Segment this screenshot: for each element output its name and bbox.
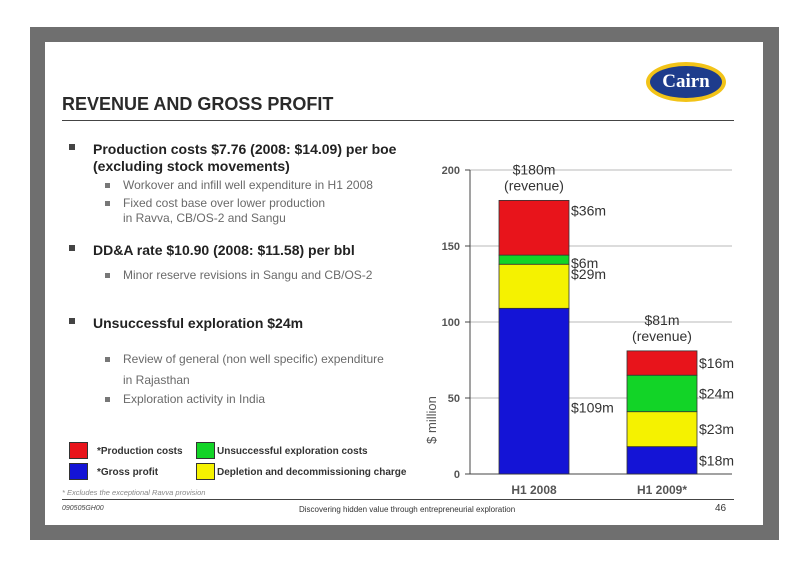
legend-label-unsuccessful-exploration: Unsuccessful exploration costs (217, 446, 368, 457)
bar-data-label: $24m (699, 385, 734, 401)
bullet-text: Production costs $7.76 (2008: $14.09) pe… (93, 141, 397, 157)
bullet-marker-icon (105, 201, 110, 206)
bar-data-label: $109m (571, 399, 614, 415)
bullet-text-line2: in Ravva, CB/OS-2 and Sangu (123, 211, 286, 225)
bullet-text: Review of general (non well specific) ex… (123, 352, 384, 366)
x-category-label: H1 2009* (637, 483, 687, 497)
y-axis-label: $ million (424, 396, 439, 444)
bar-data-label: $16m (699, 355, 734, 371)
bullet-text: Exploration activity in India (123, 392, 266, 406)
bar-segment (498, 254, 570, 265)
bullet-marker-icon (69, 318, 75, 324)
legend-label-production-costs: *Production costs (97, 446, 183, 457)
bullet-marker-icon (105, 183, 110, 188)
bullet-text: Workover and infill well expenditure in … (123, 178, 373, 192)
bullet-marker-icon (69, 144, 75, 150)
footnote: * Excludes the exceptional Ravva provisi… (62, 488, 206, 497)
bar-data-label: $6m (571, 255, 598, 271)
bar-segment (498, 307, 570, 475)
legend-swatch-unsuccessful-exploration (196, 442, 215, 459)
footer-divider (62, 499, 734, 500)
bullet-text-line2: in Rajasthan (123, 373, 190, 387)
y-tick-label: 50 (448, 393, 460, 405)
bullet-text: DD&A rate $10.90 (2008: $11.58) per bbl (93, 242, 355, 258)
bar-segment (626, 374, 698, 413)
y-tick-label: 100 (442, 317, 460, 329)
total-sub-label: (revenue) (504, 177, 564, 193)
bar-segment (626, 411, 698, 448)
document-id: 090505GH00 (62, 505, 104, 512)
bar-data-label: $23m (699, 421, 734, 437)
y-tick-label: 150 (442, 241, 460, 253)
page-number: 46 (715, 503, 727, 514)
cairn-logo-text: Cairn (650, 66, 722, 98)
bar-data-label: $36m (571, 202, 606, 218)
y-tick-label: 0 (454, 469, 460, 481)
bullet-text-line2: (excluding stock movements) (93, 158, 290, 174)
bar-segment (498, 263, 570, 309)
bullet-text: Fixed cost base over lower production (123, 196, 326, 210)
bullet-text: Unsuccessful exploration $24m (93, 315, 304, 331)
legend-swatch-gross-profit (69, 463, 88, 480)
total-label: $81m (644, 312, 679, 328)
bullet-marker-icon (105, 273, 110, 278)
legend-label-gross-profit: *Gross profit (97, 467, 159, 478)
bar-segment (498, 199, 570, 256)
x-category-label: H1 2008 (511, 483, 557, 497)
total-sub-label: (revenue) (632, 328, 692, 344)
bullet-text: Minor reserve revisions in Sangu and CB/… (123, 268, 373, 282)
bullet-marker-icon (105, 357, 110, 362)
slide-title: REVENUE AND GROSS PROFIT (62, 94, 334, 114)
legend-swatch-depletion (196, 463, 215, 480)
legend-swatch-production-costs (69, 442, 88, 459)
bar-data-label: $29m (571, 266, 606, 282)
footer-tagline: Discovering hidden value through entrepr… (299, 505, 516, 514)
bullet-marker-icon (105, 397, 110, 402)
bar-segment (626, 446, 698, 475)
bullet-marker-icon (69, 245, 75, 251)
legend-label-depletion: Depletion and decommissioning charge (217, 467, 407, 478)
bar-data-label: $18m (699, 452, 734, 468)
y-tick-label: 200 (442, 165, 460, 177)
title-divider (62, 120, 734, 121)
bar-segment (626, 350, 698, 376)
total-label: $180m (513, 161, 556, 177)
